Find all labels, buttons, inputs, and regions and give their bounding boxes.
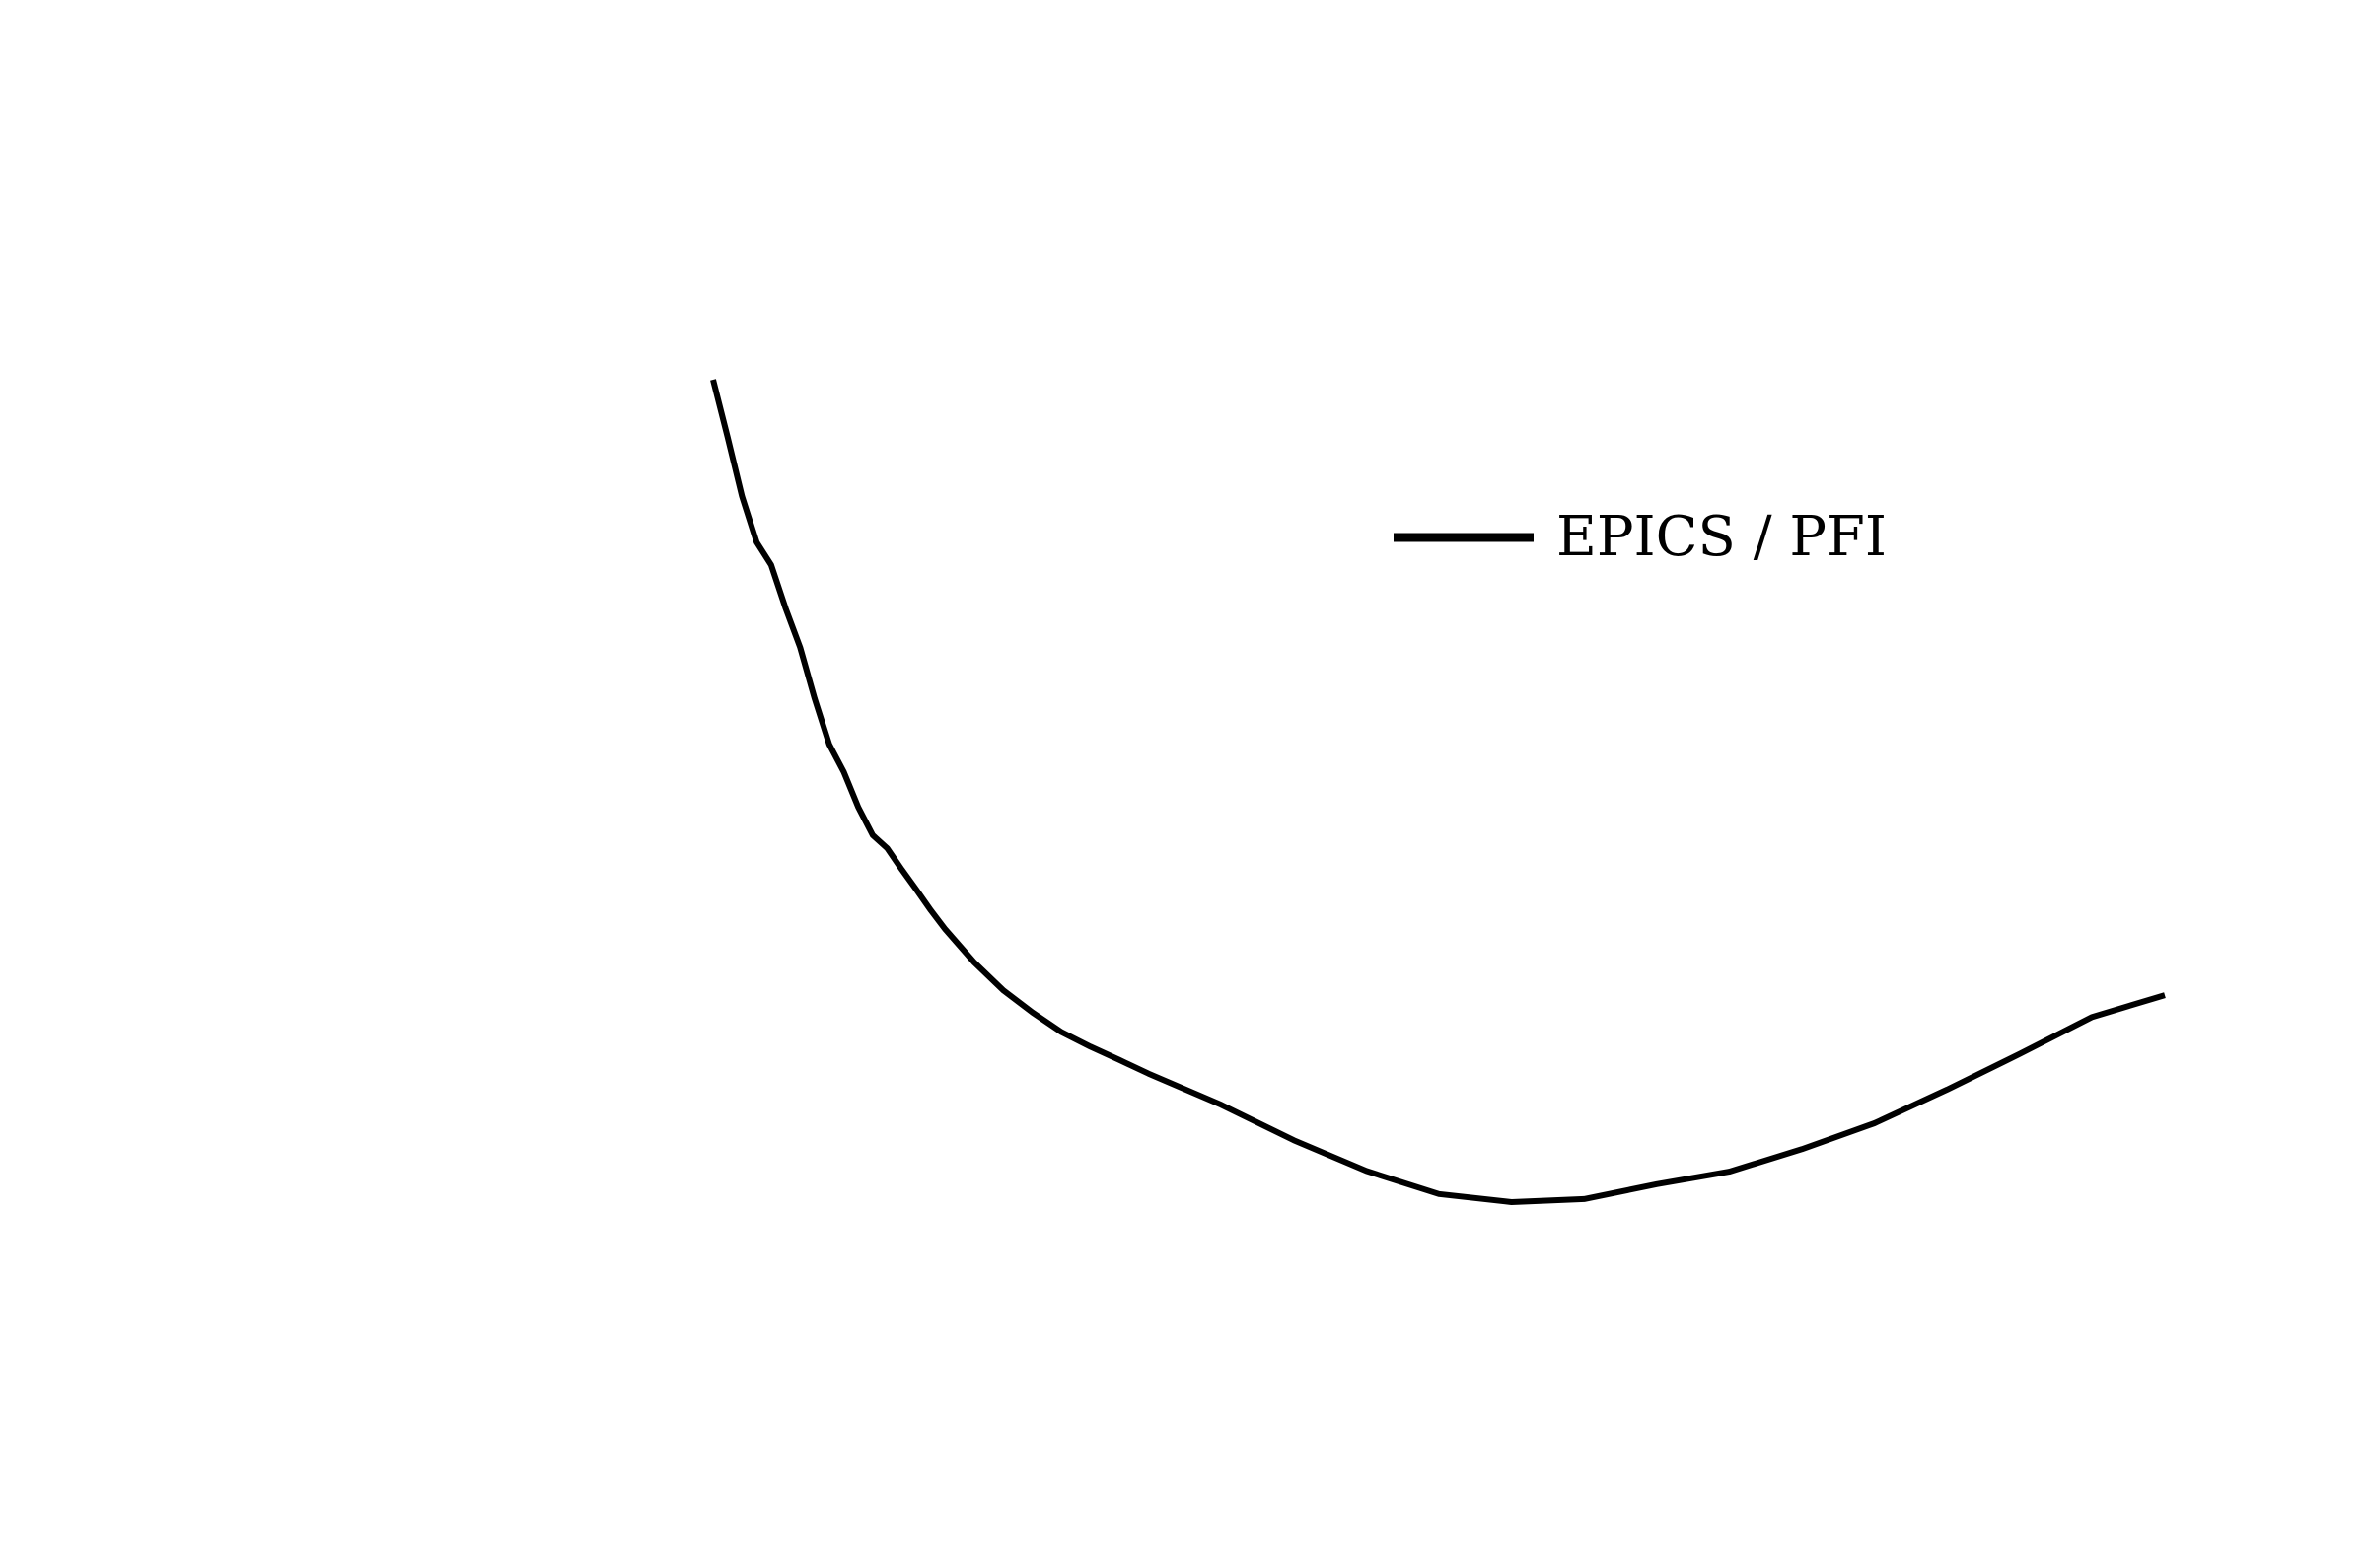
legend-label: EPICS / PFI	[1556, 505, 1887, 569]
series-line-0	[710, 379, 2166, 1205]
plot-area	[710, 379, 2166, 1205]
legend: EPICS / PFI	[1394, 505, 1887, 569]
